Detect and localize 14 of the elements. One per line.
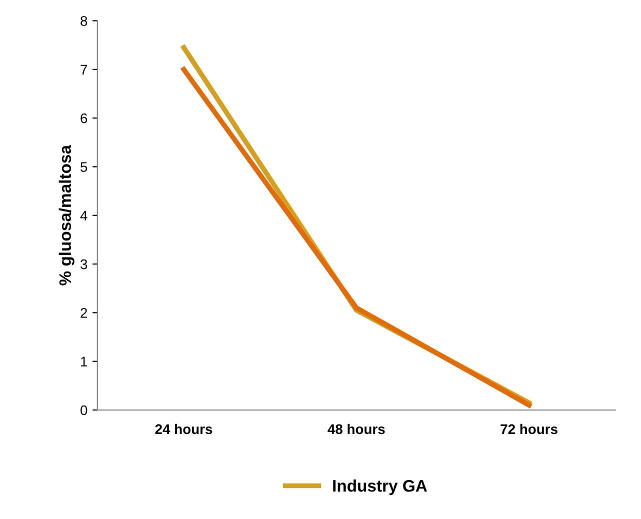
- y-tick-label: 0: [80, 405, 88, 416]
- x-tick-label: 24 hours: [155, 424, 212, 434]
- y-tick-label: 3: [80, 259, 88, 270]
- y-tick-label: 8: [80, 16, 88, 26]
- y-tick-label: 4: [80, 210, 88, 220]
- y-tick-label: 2: [80, 308, 88, 318]
- y-tick-label: 5: [80, 162, 88, 172]
- x-tick-label: 72 hours: [500, 424, 558, 434]
- y-axis-title: % gluosa/maltosa: [58, 144, 74, 286]
- y-tick-label: 6: [80, 113, 88, 124]
- x-tick-label: 48 hours: [328, 424, 385, 434]
- y-tick-label: 1: [81, 356, 88, 366]
- y-tick-label: 7: [80, 64, 88, 74]
- legend-label: Industry GA: [333, 480, 427, 496]
